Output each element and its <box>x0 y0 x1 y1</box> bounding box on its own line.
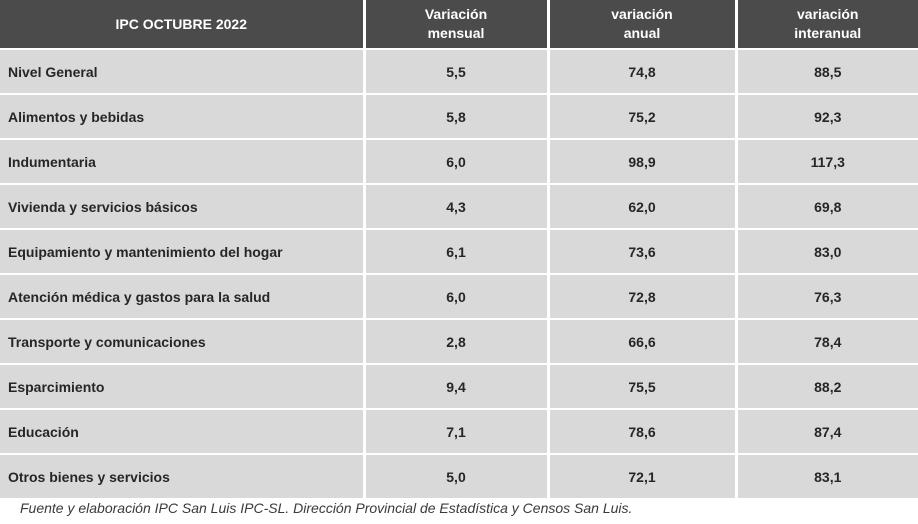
table-row: Vivienda y servicios básicos 4,3 62,0 69… <box>0 184 918 230</box>
table-row: Educación 7,1 78,6 87,4 <box>0 409 918 455</box>
value-interanual: 92,3 <box>736 94 918 140</box>
value-interanual: 87,4 <box>736 409 918 455</box>
value-interanual: 69,8 <box>736 184 918 230</box>
value-interanual: 88,5 <box>736 49 918 95</box>
table-row: Nivel General 5,5 74,8 88,5 <box>0 49 918 95</box>
value-anual: 75,2 <box>548 94 738 140</box>
value-anual: 78,6 <box>548 409 738 455</box>
table-row: Alimentos y bebidas 5,8 75,2 92,3 <box>0 94 918 140</box>
table-row: Otros bienes y servicios 5,0 72,1 83,1 <box>0 454 918 500</box>
value-interanual: 117,3 <box>736 139 918 185</box>
row-label: Indumentaria <box>0 139 366 185</box>
value-interanual: 83,0 <box>736 229 918 275</box>
row-label: Vivienda y servicios básicos <box>0 184 366 230</box>
row-label: Atención médica y gastos para la salud <box>0 274 366 320</box>
value-mensual: 6,0 <box>364 274 550 320</box>
header-anual-line1: variación <box>611 6 673 22</box>
value-anual: 75,5 <box>548 364 738 410</box>
table-row: Esparcimiento 9,4 75,5 88,2 <box>0 364 918 410</box>
value-anual: 98,9 <box>548 139 738 185</box>
row-label: Transporte y comunicaciones <box>0 319 366 365</box>
value-interanual: 78,4 <box>736 319 918 365</box>
value-mensual: 9,4 <box>364 364 550 410</box>
value-mensual: 5,0 <box>364 454 550 500</box>
header-mensual-line2: mensual <box>427 25 485 41</box>
value-interanual: 83,1 <box>736 454 918 500</box>
value-anual: 72,1 <box>548 454 738 500</box>
table-row: Transporte y comunicaciones 2,8 66,6 78,… <box>0 319 918 365</box>
table-row: Indumentaria 6,0 98,9 117,3 <box>0 139 918 185</box>
header-variacion-mensual: Variación mensual <box>364 0 550 50</box>
source-note: Fuente y elaboración IPC San Luis IPC-SL… <box>20 500 633 516</box>
value-mensual: 2,8 <box>364 319 550 365</box>
row-label: Esparcimiento <box>0 364 366 410</box>
value-mensual: 6,0 <box>364 139 550 185</box>
value-anual: 72,8 <box>548 274 738 320</box>
table-row: Atención médica y gastos para la salud 6… <box>0 274 918 320</box>
value-anual: 73,6 <box>548 229 738 275</box>
header-mensual-line1: Variación <box>424 6 488 22</box>
value-mensual: 4,3 <box>364 184 550 230</box>
value-interanual: 88,2 <box>736 364 918 410</box>
table-row: Equipamiento y mantenimiento del hogar 6… <box>0 229 918 275</box>
value-interanual: 76,3 <box>736 274 918 320</box>
value-anual: 62,0 <box>548 184 738 230</box>
row-label: Educación <box>0 409 366 455</box>
header-variacion-interanual: variación interanual <box>736 0 918 50</box>
header-anual-line2: anual <box>623 25 661 41</box>
row-label: Equipamiento y mantenimiento del hogar <box>0 229 366 275</box>
ipc-table: IPC OCTUBRE 2022 Variación mensual varia… <box>0 0 918 500</box>
header-interanual-line2: interanual <box>794 25 862 41</box>
value-anual: 74,8 <box>548 49 738 95</box>
header-interanual-line1: variación <box>797 6 859 22</box>
row-label: Nivel General <box>0 49 366 95</box>
table-header-row: IPC OCTUBRE 2022 Variación mensual varia… <box>0 0 918 50</box>
value-mensual: 5,5 <box>364 49 550 95</box>
value-mensual: 6,1 <box>364 229 550 275</box>
row-label: Alimentos y bebidas <box>0 94 366 140</box>
row-label: Otros bienes y servicios <box>0 454 366 500</box>
value-anual: 66,6 <box>548 319 738 365</box>
value-mensual: 5,8 <box>364 94 550 140</box>
value-mensual: 7,1 <box>364 409 550 455</box>
header-variacion-anual: variación anual <box>548 0 738 50</box>
header-title: IPC OCTUBRE 2022 <box>0 0 366 50</box>
